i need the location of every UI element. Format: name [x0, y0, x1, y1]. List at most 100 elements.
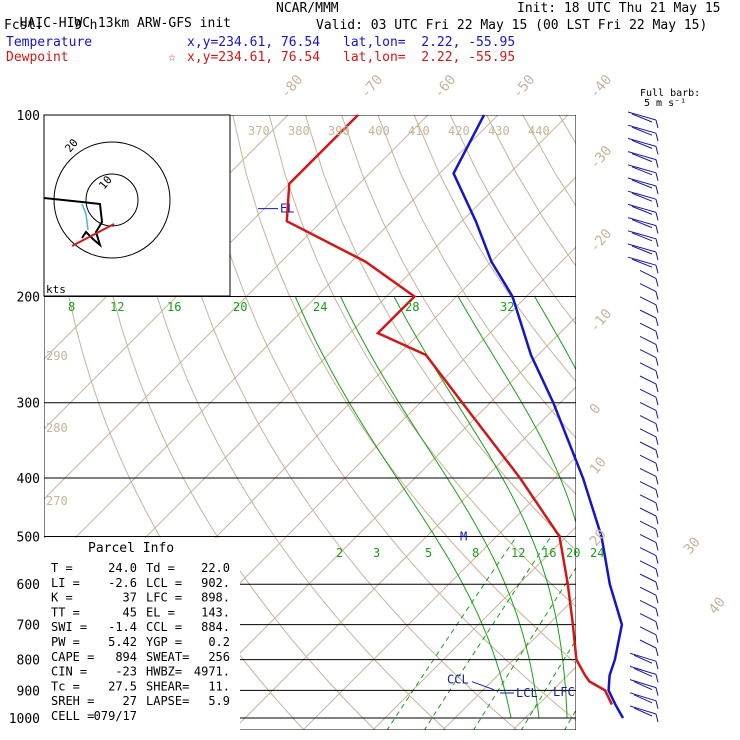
wind-barb-staff	[655, 146, 659, 155]
isotherm-line	[582, 115, 740, 731]
parcel-key: LI =	[51, 576, 80, 590]
theta-label: 430	[488, 124, 510, 138]
isotherm-line	[512, 666, 576, 730]
parcel-value: 24.0	[108, 561, 137, 575]
wind-barb-staff	[655, 317, 659, 327]
wind-barb-staff	[655, 159, 659, 168]
parcel-info-bg	[44, 538, 240, 730]
wind-barb	[639, 283, 657, 293]
isotherm-label: -60	[431, 72, 460, 102]
parcel-value: 256	[208, 650, 230, 664]
mixing-ratio-label: 3	[373, 546, 380, 560]
init-time: Init: 18 UTC Thu 21 May 15	[517, 1, 721, 16]
isotherm-label: 0	[587, 401, 605, 418]
background-lines	[44, 115, 740, 731]
wind-barb-feather	[633, 667, 653, 677]
parcel-info-title: Parcel Info	[88, 541, 174, 556]
wind-barb-staff	[655, 199, 659, 208]
wind-barb	[639, 467, 657, 477]
dry-adiabat-line	[413, 115, 576, 383]
parcel-value: 27	[123, 694, 137, 708]
pressure-label: 500	[17, 530, 40, 545]
wind-barb-staff	[655, 397, 659, 406]
wind-barb-staff	[655, 687, 659, 696]
moist-adiabat-line	[622, 297, 672, 719]
storm-motion-vector	[71, 223, 115, 247]
dry-adiabat-line	[377, 115, 576, 439]
parcel-value: 884.	[201, 620, 230, 634]
parcel-value: 5.42	[108, 635, 137, 649]
wind-barb	[639, 441, 657, 451]
parcel-key: SHEAR=	[146, 679, 189, 693]
theta-side-label: 280	[46, 421, 68, 435]
wind-barb-staff	[655, 344, 659, 353]
pressure-label: 600	[17, 578, 40, 593]
parcel-value: 143.	[201, 605, 230, 619]
dry-adiabat-line	[558, 115, 576, 145]
wind-barb-staff	[655, 647, 659, 657]
wind-barb	[639, 335, 657, 345]
dry-adiabat-line	[196, 115, 576, 722]
level-annotation: EL	[280, 202, 294, 216]
parcel-key: YGP =	[146, 635, 182, 649]
theta-label: 380	[288, 124, 310, 138]
moist-adiabat-line	[457, 296, 576, 525]
mixing-ratio-line	[520, 638, 576, 730]
wind-barb-staff	[655, 581, 659, 591]
dry-adiabat-line	[268, 115, 576, 608]
wind-barb-staff	[655, 423, 659, 432]
wind-barb-feather	[631, 166, 653, 176]
dry-adiabat-line	[704, 115, 740, 731]
wind-barb	[627, 190, 657, 200]
wind-barb-staff	[655, 700, 659, 709]
wind-barbs: Full barb: 5 m s⁻¹	[627, 88, 700, 723]
wind-barb	[639, 454, 657, 464]
parcel-key: LFC =	[146, 591, 182, 605]
wind-barb	[627, 164, 657, 174]
mixing-ratio-line	[621, 537, 732, 731]
wind-barb-staff	[655, 357, 659, 366]
mixing-ratio-label: 20	[566, 546, 580, 560]
wind-barb	[639, 560, 657, 570]
wind-barb	[639, 599, 657, 609]
pressure-label: 700	[17, 619, 40, 634]
pressure-label: 900	[17, 684, 40, 699]
parcel-value: -23	[115, 665, 137, 679]
pressure-label: 200	[17, 291, 40, 306]
parcel-key: HWBZ=	[146, 665, 182, 679]
pressure-label: 100	[17, 109, 40, 124]
theta-label: 420	[448, 124, 470, 138]
wind-barb	[639, 520, 657, 530]
temperature-legend: Temperature	[6, 35, 93, 50]
isotherm-label: -50	[510, 72, 539, 102]
wind-barb-staff	[655, 370, 659, 379]
pressure-label: 800	[17, 654, 40, 669]
wind-barb-staff	[655, 608, 659, 617]
wind-barb-feather	[631, 258, 653, 268]
mixing-ratio-line	[386, 536, 517, 730]
wind-barb-feather	[631, 126, 653, 136]
mixing-ratio-label: 8	[472, 546, 479, 560]
wind-barb	[639, 547, 657, 557]
wind-barb	[639, 401, 657, 411]
wind-barb-staff	[655, 476, 659, 485]
wind-barb	[639, 415, 657, 425]
wind-barb-feather	[633, 707, 653, 717]
dry-adiabat-line	[486, 115, 576, 267]
dewpoint-latlon: lat,lon= 2.22, -55.95	[343, 50, 516, 65]
wind-barb-feather	[633, 654, 653, 664]
dewpoint-xy: x,y=234.61, 76.54	[187, 50, 321, 65]
wind-barb-staff	[655, 383, 659, 393]
org-name: NCAR/MMM	[276, 1, 339, 16]
parcel-value: 079/17	[94, 709, 137, 723]
wind-barb	[627, 177, 657, 187]
parcel-key: CAPE =	[51, 650, 94, 664]
parcel-key: EL =	[146, 605, 175, 619]
wind-barb	[639, 322, 657, 332]
wind-barb	[627, 111, 657, 121]
isotherm-label: -20	[587, 226, 616, 256]
dry-adiabat-line	[595, 115, 740, 731]
temperature-latlon: lat,lon= 2.22, -55.95	[343, 35, 516, 50]
parcel-key: TT =	[51, 605, 80, 619]
isotherm-line	[232, 386, 576, 730]
